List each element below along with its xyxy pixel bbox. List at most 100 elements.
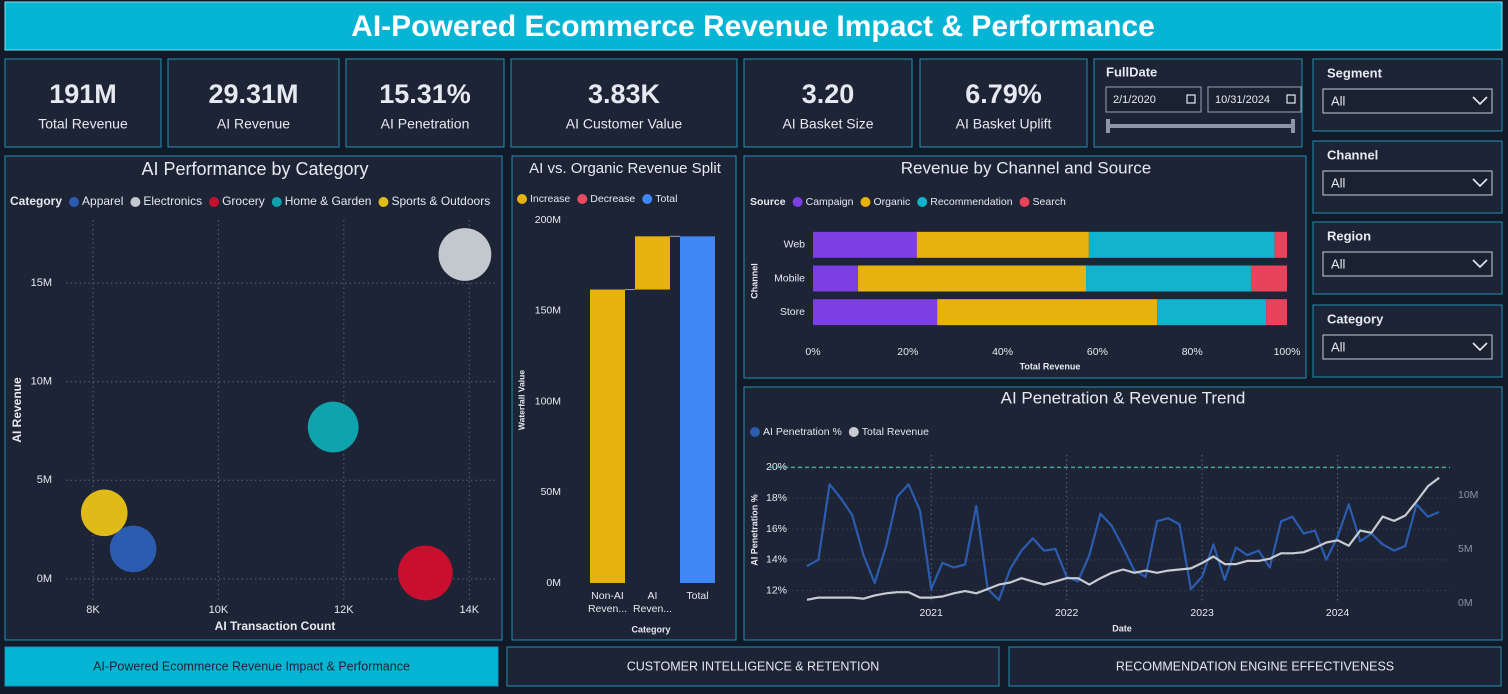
kpi-value: 191M: [49, 79, 117, 109]
waterfall-bar: [680, 236, 715, 583]
x-tick-label: 80%: [1182, 346, 1203, 358]
bar-segment: [813, 265, 859, 292]
slicer-dropdown[interactable]: [1322, 170, 1493, 196]
x-tick-label: 0%: [805, 346, 820, 358]
x-tick-label-box: AI Reven...: [632, 590, 673, 615]
x-tick-label: 100%: [1274, 346, 1301, 358]
slicer-value[interactable]: All: [1331, 93, 1346, 108]
chart-title: AI vs. Organic Revenue Split: [529, 160, 722, 177]
legend-title: Category: [10, 194, 62, 208]
chevron-icon: [1472, 96, 1488, 106]
date-value[interactable]: 2/1/2020: [1113, 94, 1156, 106]
slicer-label: Channel: [1327, 147, 1378, 162]
x-axis-title: Category: [631, 624, 670, 634]
legend-label: Search: [1033, 196, 1066, 208]
y2-tick-label: 5M: [1458, 543, 1473, 555]
waterfall-bar: [590, 289, 625, 583]
slicer-value[interactable]: All: [1331, 339, 1346, 354]
kpi-value: 15.31%: [379, 79, 471, 109]
x-tick-label: Total: [686, 590, 709, 602]
y-tick-label: 18%: [766, 492, 787, 504]
legend-label: Total Revenue: [862, 426, 929, 438]
tab-button[interactable]: [4, 646, 499, 687]
kpi-label: AI Revenue: [217, 116, 290, 132]
header-bar: [4, 1, 1503, 51]
tab-label[interactable]: CUSTOMER INTELLIGENCE & RETENTION: [627, 659, 880, 673]
bubble: [109, 525, 157, 573]
slicer-dropdown[interactable]: [1322, 251, 1493, 277]
y-tick-label: Store: [780, 306, 805, 318]
x-tick-label: 8K: [86, 604, 100, 616]
x-tick-label: 10K: [209, 604, 229, 616]
legend-label: Home & Garden: [285, 194, 372, 208]
y-axis-title: AI Revenue: [10, 377, 24, 443]
bar-segment: [813, 299, 938, 326]
bar-segment: [813, 231, 917, 258]
x-axis-title: Date: [1112, 623, 1132, 633]
kpi-label: AI Customer Value: [566, 116, 683, 132]
date-input[interactable]: [1105, 86, 1202, 113]
chart-panel: [743, 386, 1503, 641]
calendar-icon: [1286, 94, 1296, 104]
legend-label: Grocery: [222, 194, 265, 208]
legend-marker: [848, 427, 859, 437]
page-title: AI-Powered Ecommerce Revenue Impact & Pe…: [351, 10, 1155, 43]
bar-segment: [937, 299, 1158, 326]
tab-label[interactable]: AI-Powered Ecommerce Revenue Impact & Pe…: [93, 659, 410, 673]
slicer-value[interactable]: All: [1331, 175, 1346, 190]
legend-label: Recommendation: [930, 196, 1012, 208]
slicer-label: Region: [1327, 228, 1371, 243]
slicer-dropdown[interactable]: [1322, 88, 1493, 114]
x-tick-label-box: Non-AI Reven...: [588, 590, 627, 615]
date-slider-handle[interactable]: [1291, 119, 1295, 133]
kpi-label: Total Revenue: [38, 116, 128, 132]
legend-label: Campaign: [806, 196, 854, 208]
x-axis-title: AI Transaction Count: [215, 619, 336, 633]
date-value[interactable]: 10/31/2024: [1215, 94, 1270, 106]
legend-marker: [792, 197, 803, 207]
chart-title: AI Performance by Category: [141, 159, 368, 179]
slicer-value[interactable]: All: [1331, 256, 1346, 271]
kpi-label: AI Basket Uplift: [956, 116, 1052, 132]
legend-marker: [271, 197, 282, 207]
legend-marker: [209, 197, 220, 207]
y-tick-label: Web: [784, 239, 806, 251]
legend-marker: [517, 194, 527, 204]
tab-button[interactable]: [1008, 646, 1502, 687]
bar-segment: [1086, 265, 1251, 292]
tab-label[interactable]: RECOMMENDATION ENGINE EFFECTIVENESS: [1116, 659, 1394, 673]
waterfall-bar: [635, 236, 670, 290]
x-tick-label: AI Reven...: [632, 590, 673, 615]
line-series: [806, 476, 1440, 601]
slicer-dropdown[interactable]: [1322, 334, 1493, 360]
bar-segment: [1266, 299, 1287, 326]
kpi-value: 3.83K: [588, 79, 661, 109]
bubble: [398, 545, 453, 601]
kpi-card: [919, 58, 1088, 148]
y2-tick-label: 10M: [1458, 489, 1478, 501]
x-tick-label: 40%: [992, 346, 1013, 358]
kpi-card: [345, 58, 505, 148]
y-axis-title: AI Penetration %: [749, 494, 759, 566]
slicer-label: Segment: [1327, 65, 1383, 80]
date-input[interactable]: [1207, 86, 1302, 113]
kpi-value: 6.79%: [965, 79, 1042, 109]
chart-title: AI Penetration & Revenue Trend: [1001, 388, 1246, 407]
y-tick-label: 5M: [37, 474, 52, 486]
bubble: [80, 489, 128, 537]
slicer-label: Category: [1327, 311, 1384, 326]
legend-marker: [130, 197, 141, 207]
bubble: [438, 228, 492, 281]
line-series: [806, 483, 1440, 601]
y-axis-title: Waterfall Value: [516, 370, 526, 430]
chart-panel: [4, 155, 503, 641]
chevron-icon: [1472, 178, 1488, 188]
chart-title: Revenue by Channel and Source: [901, 158, 1151, 177]
y-axis-title: Channel: [749, 263, 759, 299]
tab-button[interactable]: [506, 646, 1000, 687]
legend-label: Electronics: [143, 194, 202, 208]
y-tick-label: 50M: [541, 486, 561, 498]
date-slider-handle[interactable]: [1106, 119, 1110, 133]
